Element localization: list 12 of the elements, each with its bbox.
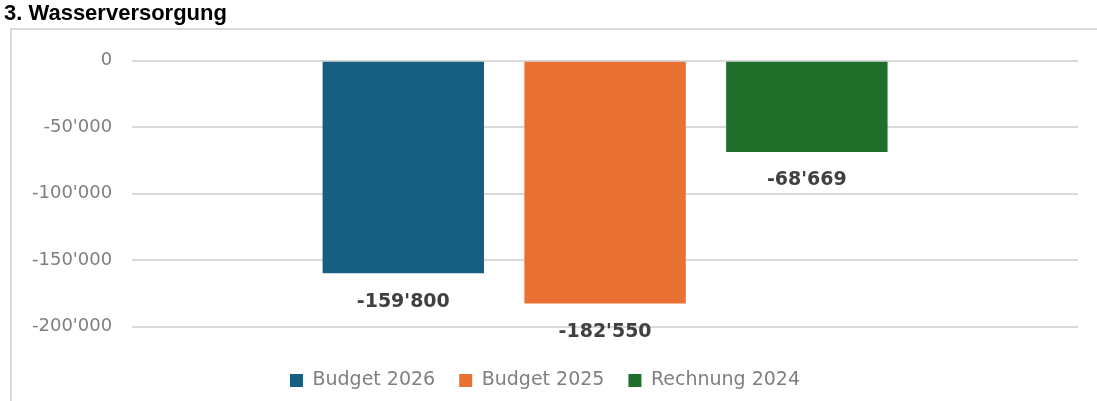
data-label: -182'550 — [558, 318, 652, 341]
y-tick-label: -50'000 — [43, 114, 113, 136]
chart-title: 3. Wasserversorgung — [4, 0, 227, 26]
data-label: -68'669 — [766, 167, 847, 190]
y-tick-label: -100'000 — [32, 181, 113, 203]
legend-label: Rechnung 2024 — [650, 367, 801, 390]
legend-label: Budget 2025 — [481, 367, 605, 390]
y-tick-label: 0 — [100, 48, 113, 70]
y-tick-label: -200'000 — [32, 314, 113, 336]
data-label: -159'800 — [356, 288, 450, 311]
y-tick-label: -150'000 — [32, 247, 113, 269]
legend-label: Budget 2026 — [312, 367, 436, 390]
